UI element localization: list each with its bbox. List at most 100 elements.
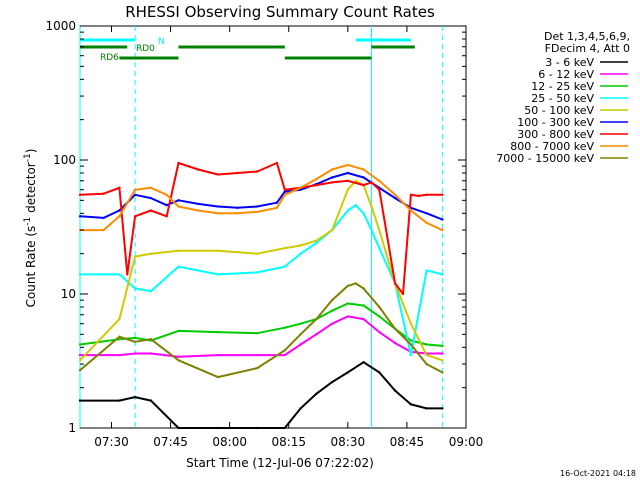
data-point [118,209,121,212]
flag-label-n: N [158,37,165,47]
data-point [346,188,349,191]
data-point [393,389,397,392]
data-point [197,209,200,212]
data-point [275,201,279,204]
data-point [256,332,259,335]
data-point [165,215,168,218]
data-point [133,287,137,290]
data-point [149,186,153,189]
data-point [299,322,302,325]
data-point [102,192,105,195]
data-point [409,322,413,325]
data-point [441,359,444,362]
x-tick-label: 08:30 [331,435,366,449]
data-point [393,282,397,285]
data-point [78,215,82,218]
data-point [256,205,259,208]
y-axis-label: Count Rate (s-1 detector-1) [23,149,38,308]
y-tick-label: 1 [68,421,76,435]
data-point [133,255,137,258]
x-tick-label: 07:30 [94,435,129,449]
y-axis-label-sup: -1 [23,153,33,162]
y-axis-label-group: Count Rate (s-1 detector-1) [23,149,38,308]
data-point [283,349,286,352]
data-point [346,209,349,212]
data-point [346,284,349,288]
data-point [362,212,365,215]
data-point [362,287,365,290]
data-point [283,190,286,193]
data-point [283,246,286,250]
data-point [362,168,365,171]
data-point [299,252,302,255]
data-point [236,212,239,215]
data-point [216,426,220,430]
series-line [79,179,443,362]
data-point [133,395,137,399]
data-point [78,353,82,357]
data-point [118,186,121,189]
data-point [378,179,381,182]
data-point [133,336,137,340]
data-point [315,392,318,395]
data-point [256,271,259,274]
data-point [256,353,259,357]
data-point [216,249,220,252]
data-point [236,206,239,209]
data-point [118,335,121,338]
x-axis-label: Start Time (12-Jul-06 07:22:02) [186,456,374,470]
legend-label: 12 - 25 keV [531,80,594,93]
data-point [330,298,334,302]
y-tick-label: 1000 [45,19,76,33]
data-point [78,399,82,402]
data-point [177,426,180,430]
data-point [216,205,220,208]
legend-header-line: FDecim 4, Att 0 [545,42,630,55]
data-point [330,228,334,232]
data-point [177,205,180,208]
data-point [299,186,302,189]
legend-label: 300 - 800 keV [517,128,594,141]
data-point [118,215,121,218]
data-point [362,317,365,321]
data-point [275,206,279,209]
data-point [118,338,121,341]
data-point [370,205,373,208]
data-point [441,344,444,348]
data-point [441,273,444,276]
data-point [149,290,153,293]
data-point [149,338,153,341]
data-point [441,218,444,221]
data-point [177,265,180,268]
data-point [346,302,349,305]
data-point [354,179,357,182]
data-point [216,330,220,334]
data-point [370,228,373,232]
data-point [315,177,318,181]
data-point [417,194,420,198]
data-point [409,209,413,212]
data-point [330,181,334,184]
legend-label: 25 - 50 keV [531,92,594,105]
data-point [362,176,365,179]
data-point [283,193,286,196]
data-point [393,341,397,345]
data-point [216,273,220,276]
data-point [393,193,397,196]
chart-title: RHESSI Observing Summary Count Rates [125,3,435,21]
data-point [330,176,334,179]
data-point [425,353,428,357]
data-point [425,193,428,196]
data-point [177,329,180,333]
data-point [177,249,180,252]
x-tick-label: 08:15 [271,435,306,449]
legend-label: 3 - 6 keV [545,56,594,69]
y-axis-ticks: 1 10 100 1000 [45,19,466,435]
data-point [283,426,286,430]
data-point [346,171,349,175]
data-point [197,202,200,206]
data-point [346,179,349,182]
data-point [315,239,318,242]
data-point [346,315,349,318]
